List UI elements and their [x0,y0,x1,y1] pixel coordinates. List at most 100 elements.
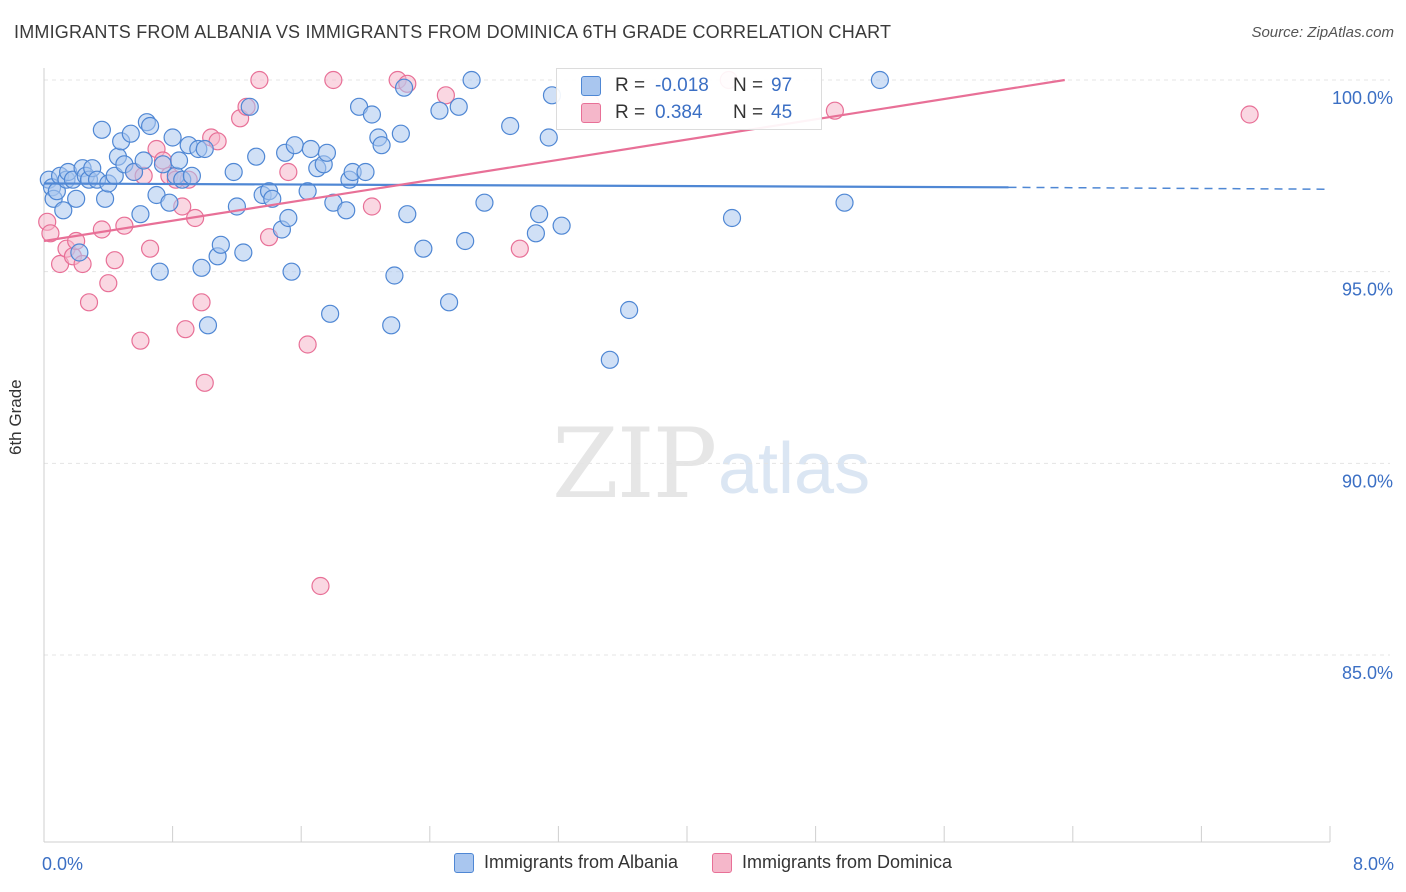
albania-point [285,136,304,155]
albania-point [722,208,742,228]
dominica-point [510,239,529,258]
stats-swatch-dominica [581,103,601,123]
y-tick-label: 100.0% [1332,88,1393,108]
albania-point [501,116,520,136]
stats-r-value: -0.018 [655,75,709,96]
albania-point [282,262,301,281]
albania-point [835,193,854,212]
dominica-point [79,293,99,312]
albania-point [279,208,298,228]
albania-point [870,70,890,90]
albania-point [121,124,140,143]
albania-point [394,78,414,97]
dominica-point [99,274,118,293]
albania-point [539,128,558,147]
stats-n-value: 97 [771,75,793,96]
dominica-point [362,197,382,216]
albania-point [263,189,282,208]
stats-box: R = -0.018 N = 97 R = 0.384 N = 45 [556,68,822,130]
albania-point [321,304,340,323]
albania-point [160,193,179,212]
trendline-albania-extension [1008,186,1331,190]
grid-lines [44,79,1390,656]
chart-title: IMMIGRANTS FROM ALBANIA VS IMMIGRANTS FR… [14,22,892,42]
tick-labels: 100.0% 95.0% 90.0% 85.0% 0.0% 8.0% [42,88,1394,874]
albania-point [475,193,494,212]
legend-item-dominica[interactable]: Immigrants from Dominica [712,852,952,873]
albania-point [391,124,410,143]
watermark-zip: ZIP [552,408,717,520]
albania-point [169,151,189,170]
albania-point [439,293,459,312]
albania-point [526,224,545,243]
albania-point [70,243,89,262]
albania-point [224,162,243,182]
dominica-point [176,320,195,339]
stats-row-albania: R = -0.018 N = 97 [581,73,823,99]
chart-legend: Immigrants from Albania Immigrants from … [0,852,1406,873]
albania-point [234,243,253,262]
albania-point [54,201,73,220]
stats-n-label: N = [733,75,764,96]
dominica-point [131,331,150,350]
stats-swatch-albania [581,76,601,96]
albania-point [430,101,449,120]
trendline-albania [43,182,1009,189]
dominica-point [250,70,269,90]
albania-point [192,258,211,277]
albania-point [449,97,468,116]
albania-point [247,147,266,166]
albania-point [134,151,153,170]
trendline-dominica [43,78,1065,243]
dominica-point [311,576,330,596]
stats-n-value: 45 [771,102,793,123]
legend-swatch-albania [453,852,474,873]
legend-label-dominica: Immigrants from Dominica [742,852,953,872]
stats-r-label: R = [615,75,646,96]
dominica-point [436,86,455,105]
source-label: Source: ZipAtlas.com [1251,24,1394,41]
legend-swatch-dominica [712,852,733,873]
albania-point [140,116,160,136]
series-albania-points [39,70,890,369]
x-tick-label: 8.0% [1353,854,1394,874]
dominica-point [41,224,60,243]
series-dominica-points [38,70,1259,596]
stats-r-label: R = [615,102,646,123]
stats-n-label: N = [733,102,764,123]
albania-point [600,350,619,369]
dominica-point [324,70,343,90]
albania-point [620,300,639,320]
albania-point [95,189,115,208]
albania-point [552,216,571,235]
trendlines [43,78,1331,243]
albania-point [301,139,320,159]
legend-item-albania[interactable]: Immigrants from Albania [453,852,679,873]
dominica-point [1240,105,1259,124]
dominica-point [92,220,111,239]
albania-point [92,120,111,139]
albania-point [356,162,375,182]
albania-point [211,235,230,254]
albania-point [337,201,356,220]
stats-row-dominica: R = 0.384 N = 45 [581,100,823,126]
dominica-point [195,373,214,392]
albania-point [163,128,182,147]
albania-point [240,97,259,116]
albania-point [382,316,401,335]
albania-point [67,189,86,208]
albania-point [456,231,475,251]
dominica-point [279,162,298,182]
albania-point [317,143,337,162]
watermark-atlas: atlas [718,429,871,509]
dominica-point [105,251,124,270]
albania-point [372,136,391,155]
legend-label-albania: Immigrants from Albania [483,852,679,872]
albania-point [398,205,417,224]
y-tick-label: 95.0% [1342,280,1393,300]
dominica-point [298,335,317,354]
albania-point [462,70,481,90]
dominica-point [115,216,134,235]
albania-point [150,262,169,281]
